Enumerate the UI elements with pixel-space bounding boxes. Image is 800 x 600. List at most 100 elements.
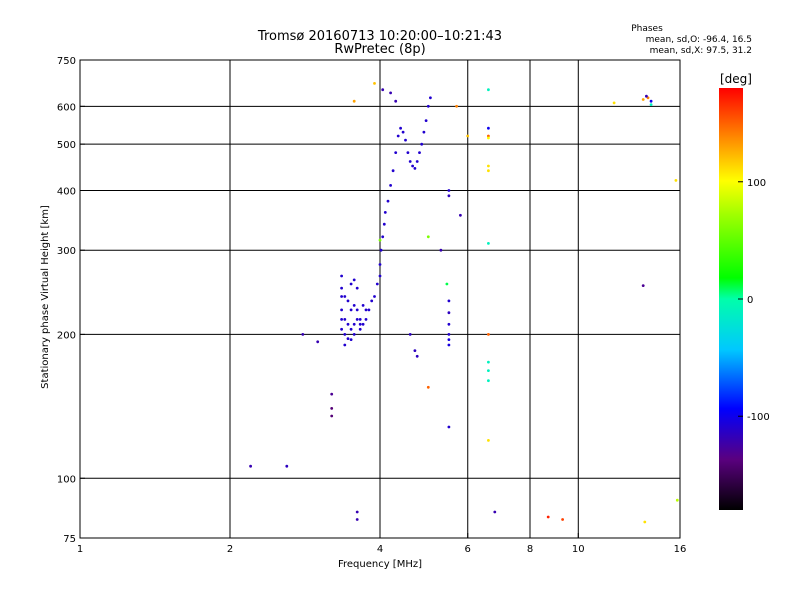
data-point	[349, 308, 353, 312]
data-point	[358, 322, 362, 326]
data-point	[373, 82, 376, 85]
data-point	[546, 515, 550, 519]
data-point	[439, 248, 443, 252]
y-tick-labels: 75 100 200 300 400 500 600 750	[57, 56, 85, 545]
colorbar-tick-label: -100	[747, 412, 770, 423]
data-point	[447, 189, 451, 192]
data-point	[447, 338, 451, 341]
data-point	[340, 274, 343, 278]
data-point	[352, 304, 356, 307]
data-point	[386, 199, 390, 203]
data-point	[561, 518, 564, 521]
y-tick-label: 600	[57, 102, 76, 113]
y-tick-label: 750	[57, 56, 76, 67]
data-point	[643, 520, 647, 524]
data-point	[459, 213, 462, 217]
data-point	[378, 263, 382, 266]
x-axis-label: Frequency [MHz]	[338, 559, 422, 570]
data-point	[367, 308, 371, 312]
data-point	[316, 340, 320, 344]
y-tick-label: 200	[57, 330, 76, 341]
data-point	[426, 235, 430, 239]
data-point	[340, 286, 343, 290]
data-point	[418, 151, 421, 155]
data-point	[674, 179, 678, 182]
data-point	[378, 274, 382, 278]
data-point	[340, 295, 343, 298]
data-point	[382, 222, 386, 226]
data-point	[447, 322, 451, 326]
data-point	[447, 299, 451, 303]
data-point	[358, 327, 362, 331]
data-point	[487, 134, 490, 138]
data-point	[355, 518, 359, 521]
data-point	[330, 407, 334, 410]
data-point	[415, 354, 419, 358]
data-point	[408, 333, 412, 336]
x-tick-label: 4	[377, 544, 383, 555]
x-tick-label: 16	[674, 544, 687, 555]
data-point	[413, 349, 417, 352]
data-point	[394, 99, 398, 103]
data-point	[378, 238, 382, 242]
data-point	[641, 284, 645, 287]
x-tick-label: 8	[527, 544, 533, 555]
y-tick-label: 300	[57, 246, 76, 257]
data-point	[361, 322, 365, 326]
data-points	[249, 82, 679, 524]
x-tick-label: 1	[77, 544, 83, 555]
colorbar-label: [deg]	[720, 72, 752, 86]
data-point	[487, 242, 490, 245]
data-point	[349, 327, 353, 331]
data-point	[399, 126, 402, 130]
y-tick-label: 100	[57, 474, 76, 485]
data-point	[346, 322, 350, 326]
phases-o-stats: mean, sd,O: -96.4, 16.5	[646, 35, 752, 45]
data-point	[361, 304, 365, 307]
data-point	[352, 322, 356, 326]
data-point	[301, 333, 305, 336]
data-point	[340, 327, 343, 331]
data-point	[391, 169, 395, 173]
x-tick-label: 2	[227, 544, 233, 555]
data-point	[411, 164, 414, 168]
x-tick-label: 10	[572, 544, 585, 555]
data-point	[493, 510, 497, 514]
data-point	[487, 126, 490, 130]
data-point	[422, 130, 426, 134]
data-point	[349, 282, 353, 286]
data-point	[343, 333, 347, 336]
data-point	[487, 164, 490, 168]
data-point	[447, 194, 451, 198]
data-point	[355, 286, 359, 290]
data-point	[249, 464, 253, 468]
data-point	[343, 295, 347, 298]
data-point	[424, 119, 428, 122]
data-point	[404, 138, 407, 142]
data-point	[426, 104, 430, 108]
data-point	[364, 308, 368, 312]
data-point	[343, 343, 347, 347]
data-point	[447, 343, 451, 347]
data-point	[487, 369, 490, 372]
data-point	[349, 338, 353, 341]
data-point	[352, 99, 356, 103]
data-point	[370, 299, 374, 303]
data-point	[379, 248, 383, 252]
data-point	[373, 295, 376, 298]
data-point	[396, 134, 400, 138]
data-point	[675, 498, 679, 502]
data-point	[358, 318, 362, 321]
y-tick-label: 400	[57, 186, 76, 197]
data-point	[612, 101, 616, 105]
data-point	[487, 360, 490, 364]
data-point	[649, 103, 653, 106]
data-point	[383, 211, 387, 214]
chart-subtitle: RwPretec (8p)	[334, 42, 425, 57]
data-point	[455, 104, 458, 108]
data-point	[487, 333, 490, 336]
data-point	[346, 299, 350, 303]
data-point	[445, 282, 449, 286]
data-point	[394, 151, 398, 155]
data-point	[406, 151, 410, 155]
